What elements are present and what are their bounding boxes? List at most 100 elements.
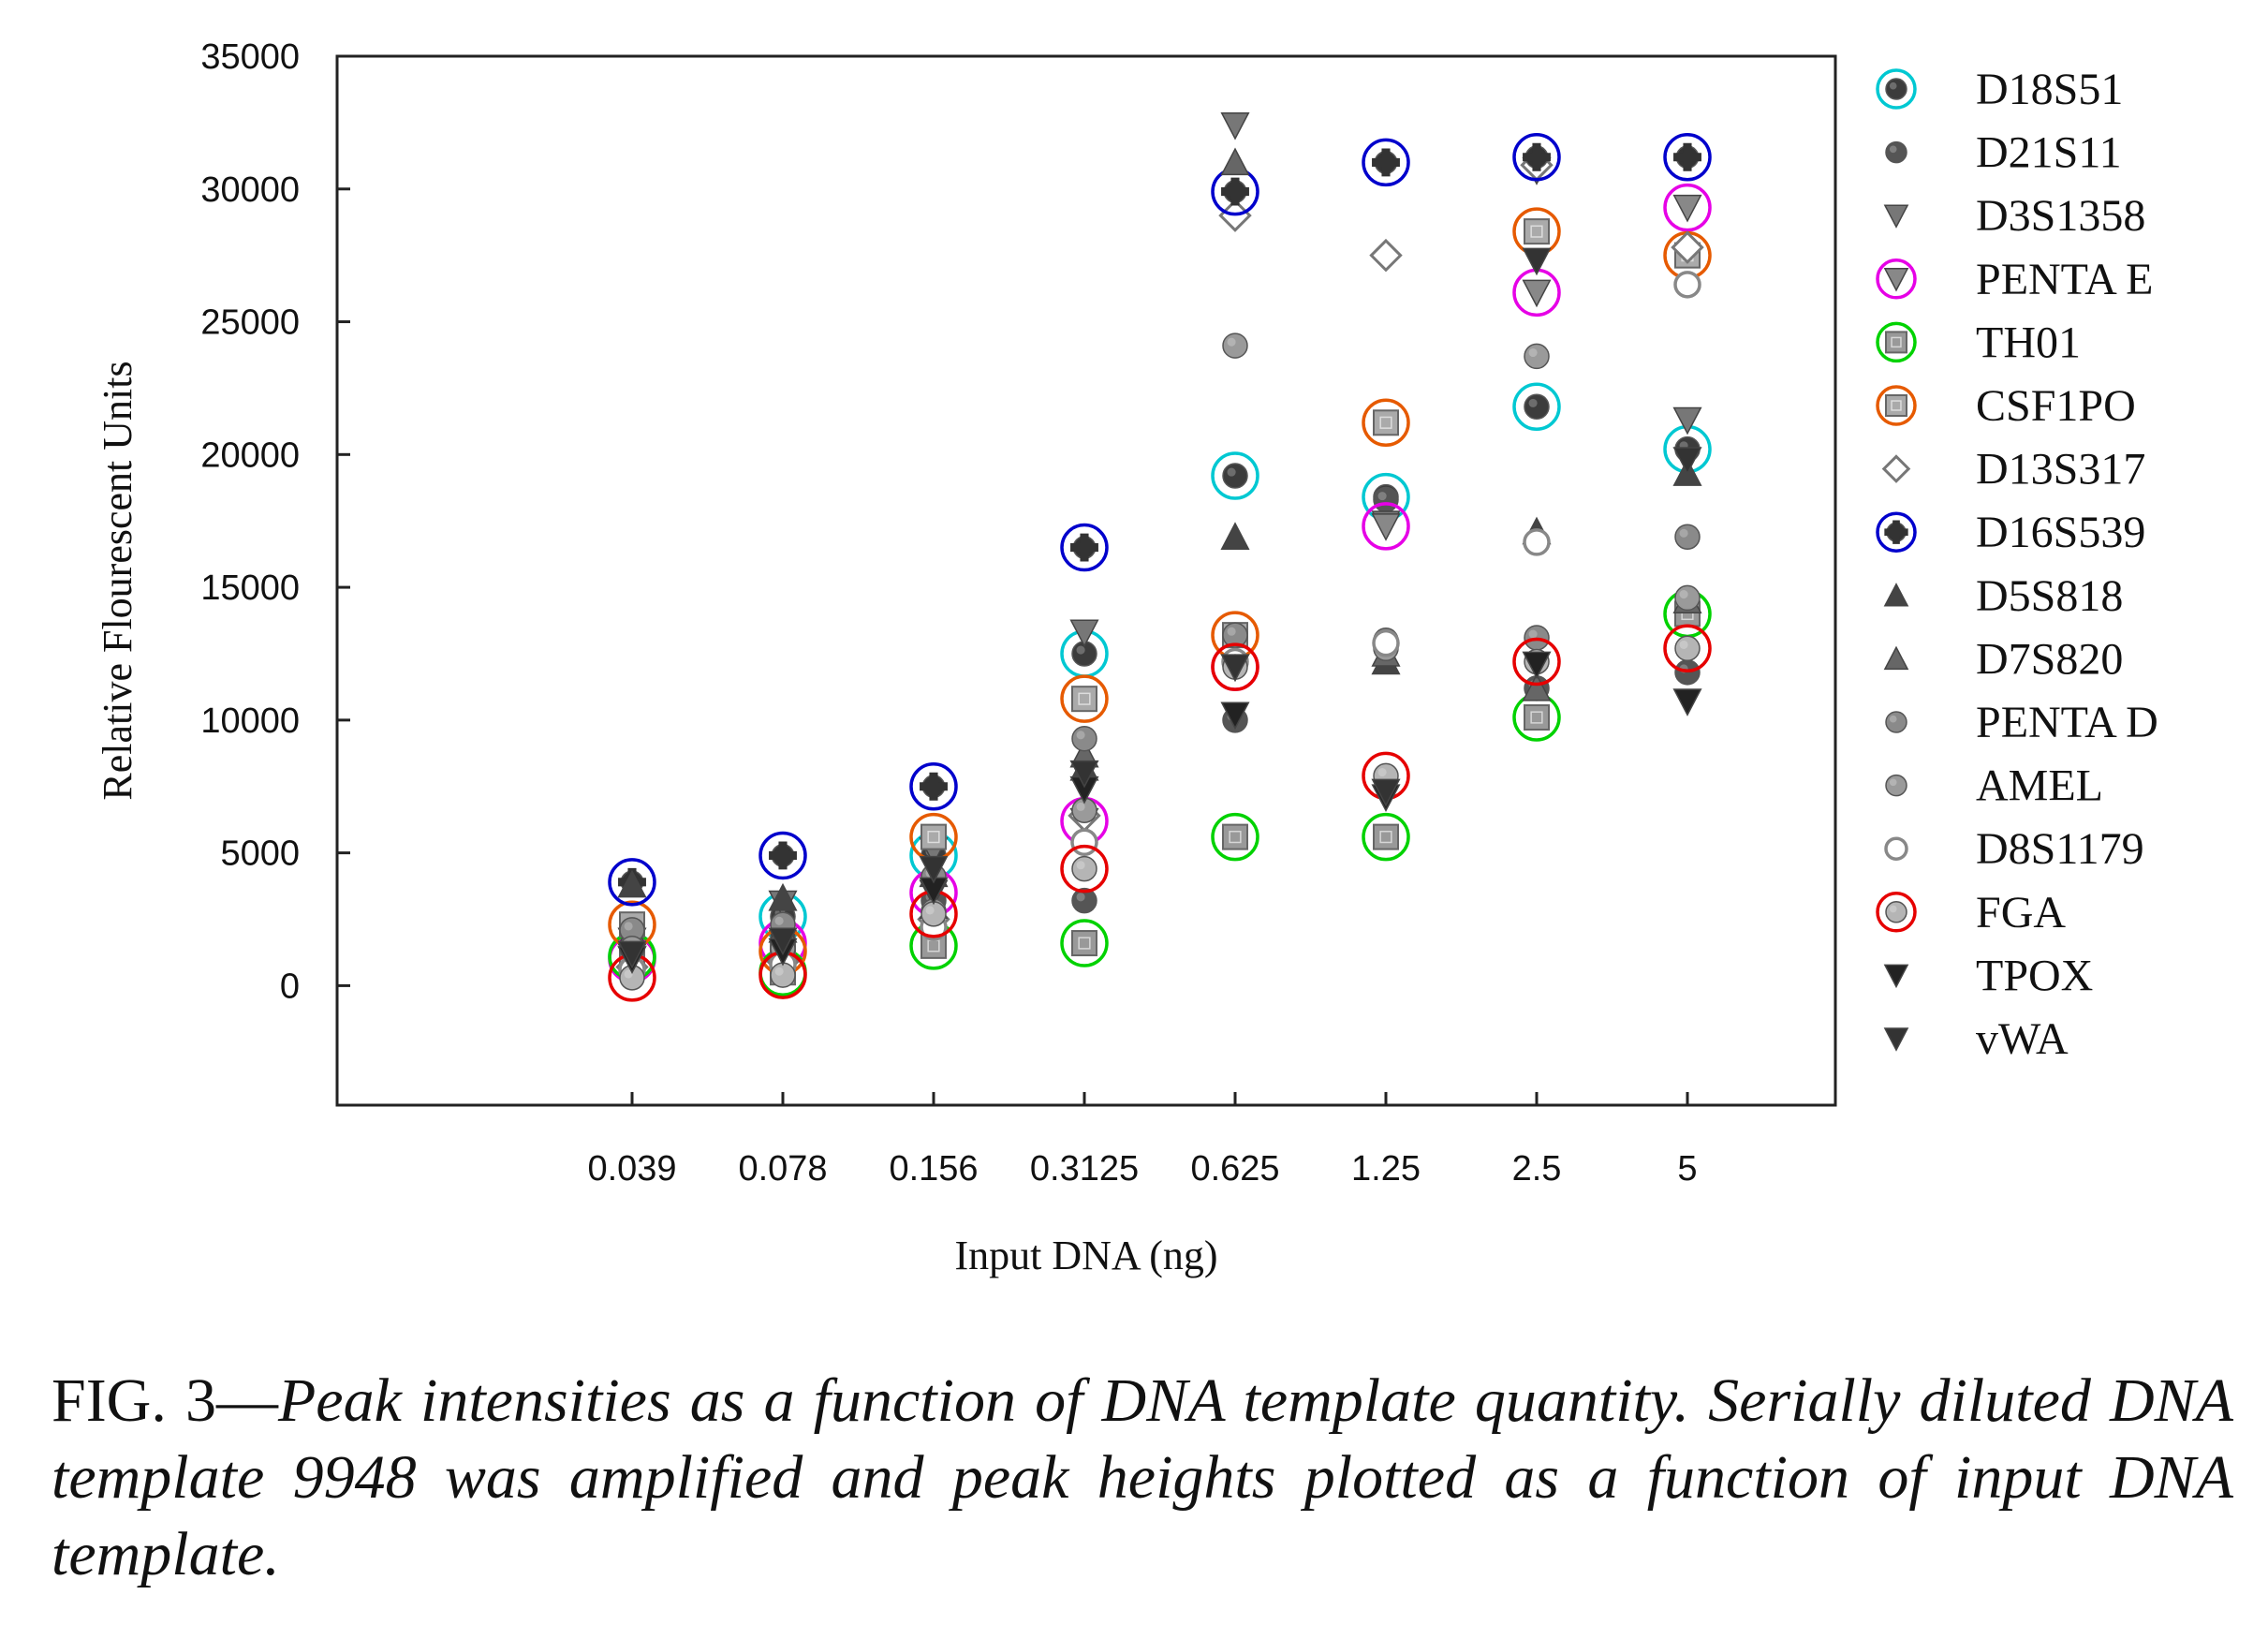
legend-d8s1179-marker [1884,836,1908,861]
point-d16s539-cross [1070,533,1098,562]
point-d3s1358 [1672,406,1702,436]
point-d8s1179-shape [1372,628,1400,657]
point-d18s51-ring [1512,382,1561,432]
legend-d21s11-marker-shine [1889,145,1897,154]
legend-d16s539-ring [1876,511,1917,553]
legend-th01-label: TH01 [1976,317,2081,367]
x-tick-label: 0.625 [1190,1149,1279,1189]
point-d16s539-ring [1663,132,1712,182]
point-d13s317-shape [1671,230,1704,264]
point-vwa-shape [1371,778,1401,807]
figure-caption: FIG. 3—Peak intensities as a function of… [52,1363,2233,1593]
point-vwa [1069,760,1099,789]
legend-d3s1358-label: D3S1358 [1976,191,2145,241]
point-vwa [617,940,647,969]
point-d18s51 [1524,393,1550,421]
point-th01 [1222,823,1248,850]
legend-penta-d-label: PENTA D [1976,698,2158,747]
legend-d18s51-marker-shine [1889,81,1897,90]
y-tick-label: 10000 [200,701,300,741]
point-fga-shine [624,969,633,979]
point-penta-e-ring [1362,502,1410,551]
point-penta-e-ring [1663,183,1712,232]
point-fga [1071,855,1097,882]
point-d5s818-shape [768,882,798,911]
legend-fga-label: FGA [1976,888,2066,938]
point-fga-shine [1377,767,1387,777]
legend-d16s539-label: D16S539 [1976,508,2145,557]
legend-d13s317-marker-shape [1881,454,1911,483]
legend-d7s820-marker [1883,645,1909,671]
point-d8s1179 [1372,628,1400,657]
point-amel-shape [1222,332,1248,359]
point-amel [1222,332,1248,359]
point-tpox [1522,651,1552,680]
point-fga-shine [1679,640,1688,649]
point-csf1po-inner [927,831,940,844]
point-vwa [1371,778,1401,807]
point-th01-ring [1211,812,1259,862]
legend-amel-label: AMEL [1976,761,2103,811]
point-d3s1358-shape [1672,406,1702,436]
point-fga [920,901,947,927]
y-tick-label: 0 [280,967,300,1006]
point-tpox-shape [1672,688,1702,716]
point-penta-d-shape [1674,524,1701,550]
point-penta-d-shape [1071,725,1097,752]
legend-fga-marker-shape [1885,901,1907,923]
point-csf1po-ring [1362,398,1410,448]
point-csf1po [1071,686,1097,713]
point-d16s539 [920,772,948,801]
point-csf1po-inner [1078,692,1091,705]
legend-d18s51-marker [1885,78,1907,100]
point-th01-inner [1078,937,1091,950]
point-penta-d-shine [1679,528,1688,538]
point-penta-e [1672,194,1702,223]
legend-vwa-marker-shape [1883,1027,1909,1052]
point-amel-shine [1679,589,1688,599]
point-d18s51-shape [1222,463,1248,489]
point-vwa [768,927,798,956]
point-penta-e [1522,279,1552,308]
x-tick-label: 2.5 [1512,1149,1562,1189]
legend-d21s11-marker [1885,140,1907,164]
point-fga [1674,635,1701,662]
legend-csf1po-ring [1876,385,1917,426]
point-csf1po-ring [1060,674,1109,723]
point-d8s1179-shape [1523,528,1551,556]
legend-penta-e-ring [1876,258,1917,300]
y-tick-label: 30000 [200,170,300,210]
point-penta-e [1371,513,1401,541]
point-amel-shape [1674,584,1701,612]
legend-d18s51-label: D18S51 [1976,65,2123,114]
point-vwa-shape [1672,447,1702,475]
point-d5s818-shape [617,869,647,898]
legend-d7s820-label: D7S820 [1976,634,2123,684]
point-d16s539-cross [769,841,797,870]
point-penta-d-shine [1076,731,1085,740]
legend-csf1po-marker-shape [1885,394,1907,417]
point-th01-shape [1373,823,1399,850]
point-d21s11-shine [1076,893,1085,902]
legend-d13s317-label: D13S317 [1976,445,2145,495]
point-d21s11-shape [1373,486,1399,513]
point-tpox [1672,688,1702,716]
point-d16s539-ring [1362,138,1410,187]
legend-d21s11-marker-shape [1885,140,1907,164]
point-csf1po [1373,409,1399,436]
legend-penta-d-marker [1885,711,1907,733]
y-tick-label: 20000 [200,436,300,475]
legend-d8s1179-label: D8S1179 [1976,824,2144,874]
legend-vwa-marker [1883,1027,1909,1052]
legend-amel-marker-shape [1885,774,1907,797]
legend-d21s11-label: D21S11 [1976,128,2122,178]
point-d16s539 [1673,142,1701,171]
point-fga-shine [1076,861,1085,870]
point-d3s1358 [1220,111,1250,140]
point-vwa [919,855,949,884]
point-amel-shine [1528,347,1538,358]
point-csf1po-shape [1524,218,1550,245]
point-d5s818 [617,869,647,898]
x-axis: 0.039 0.078 0.156 0.3125 0.625 1.25 2.5 5 [587,1092,1698,1189]
point-fga-shape [1674,635,1701,662]
